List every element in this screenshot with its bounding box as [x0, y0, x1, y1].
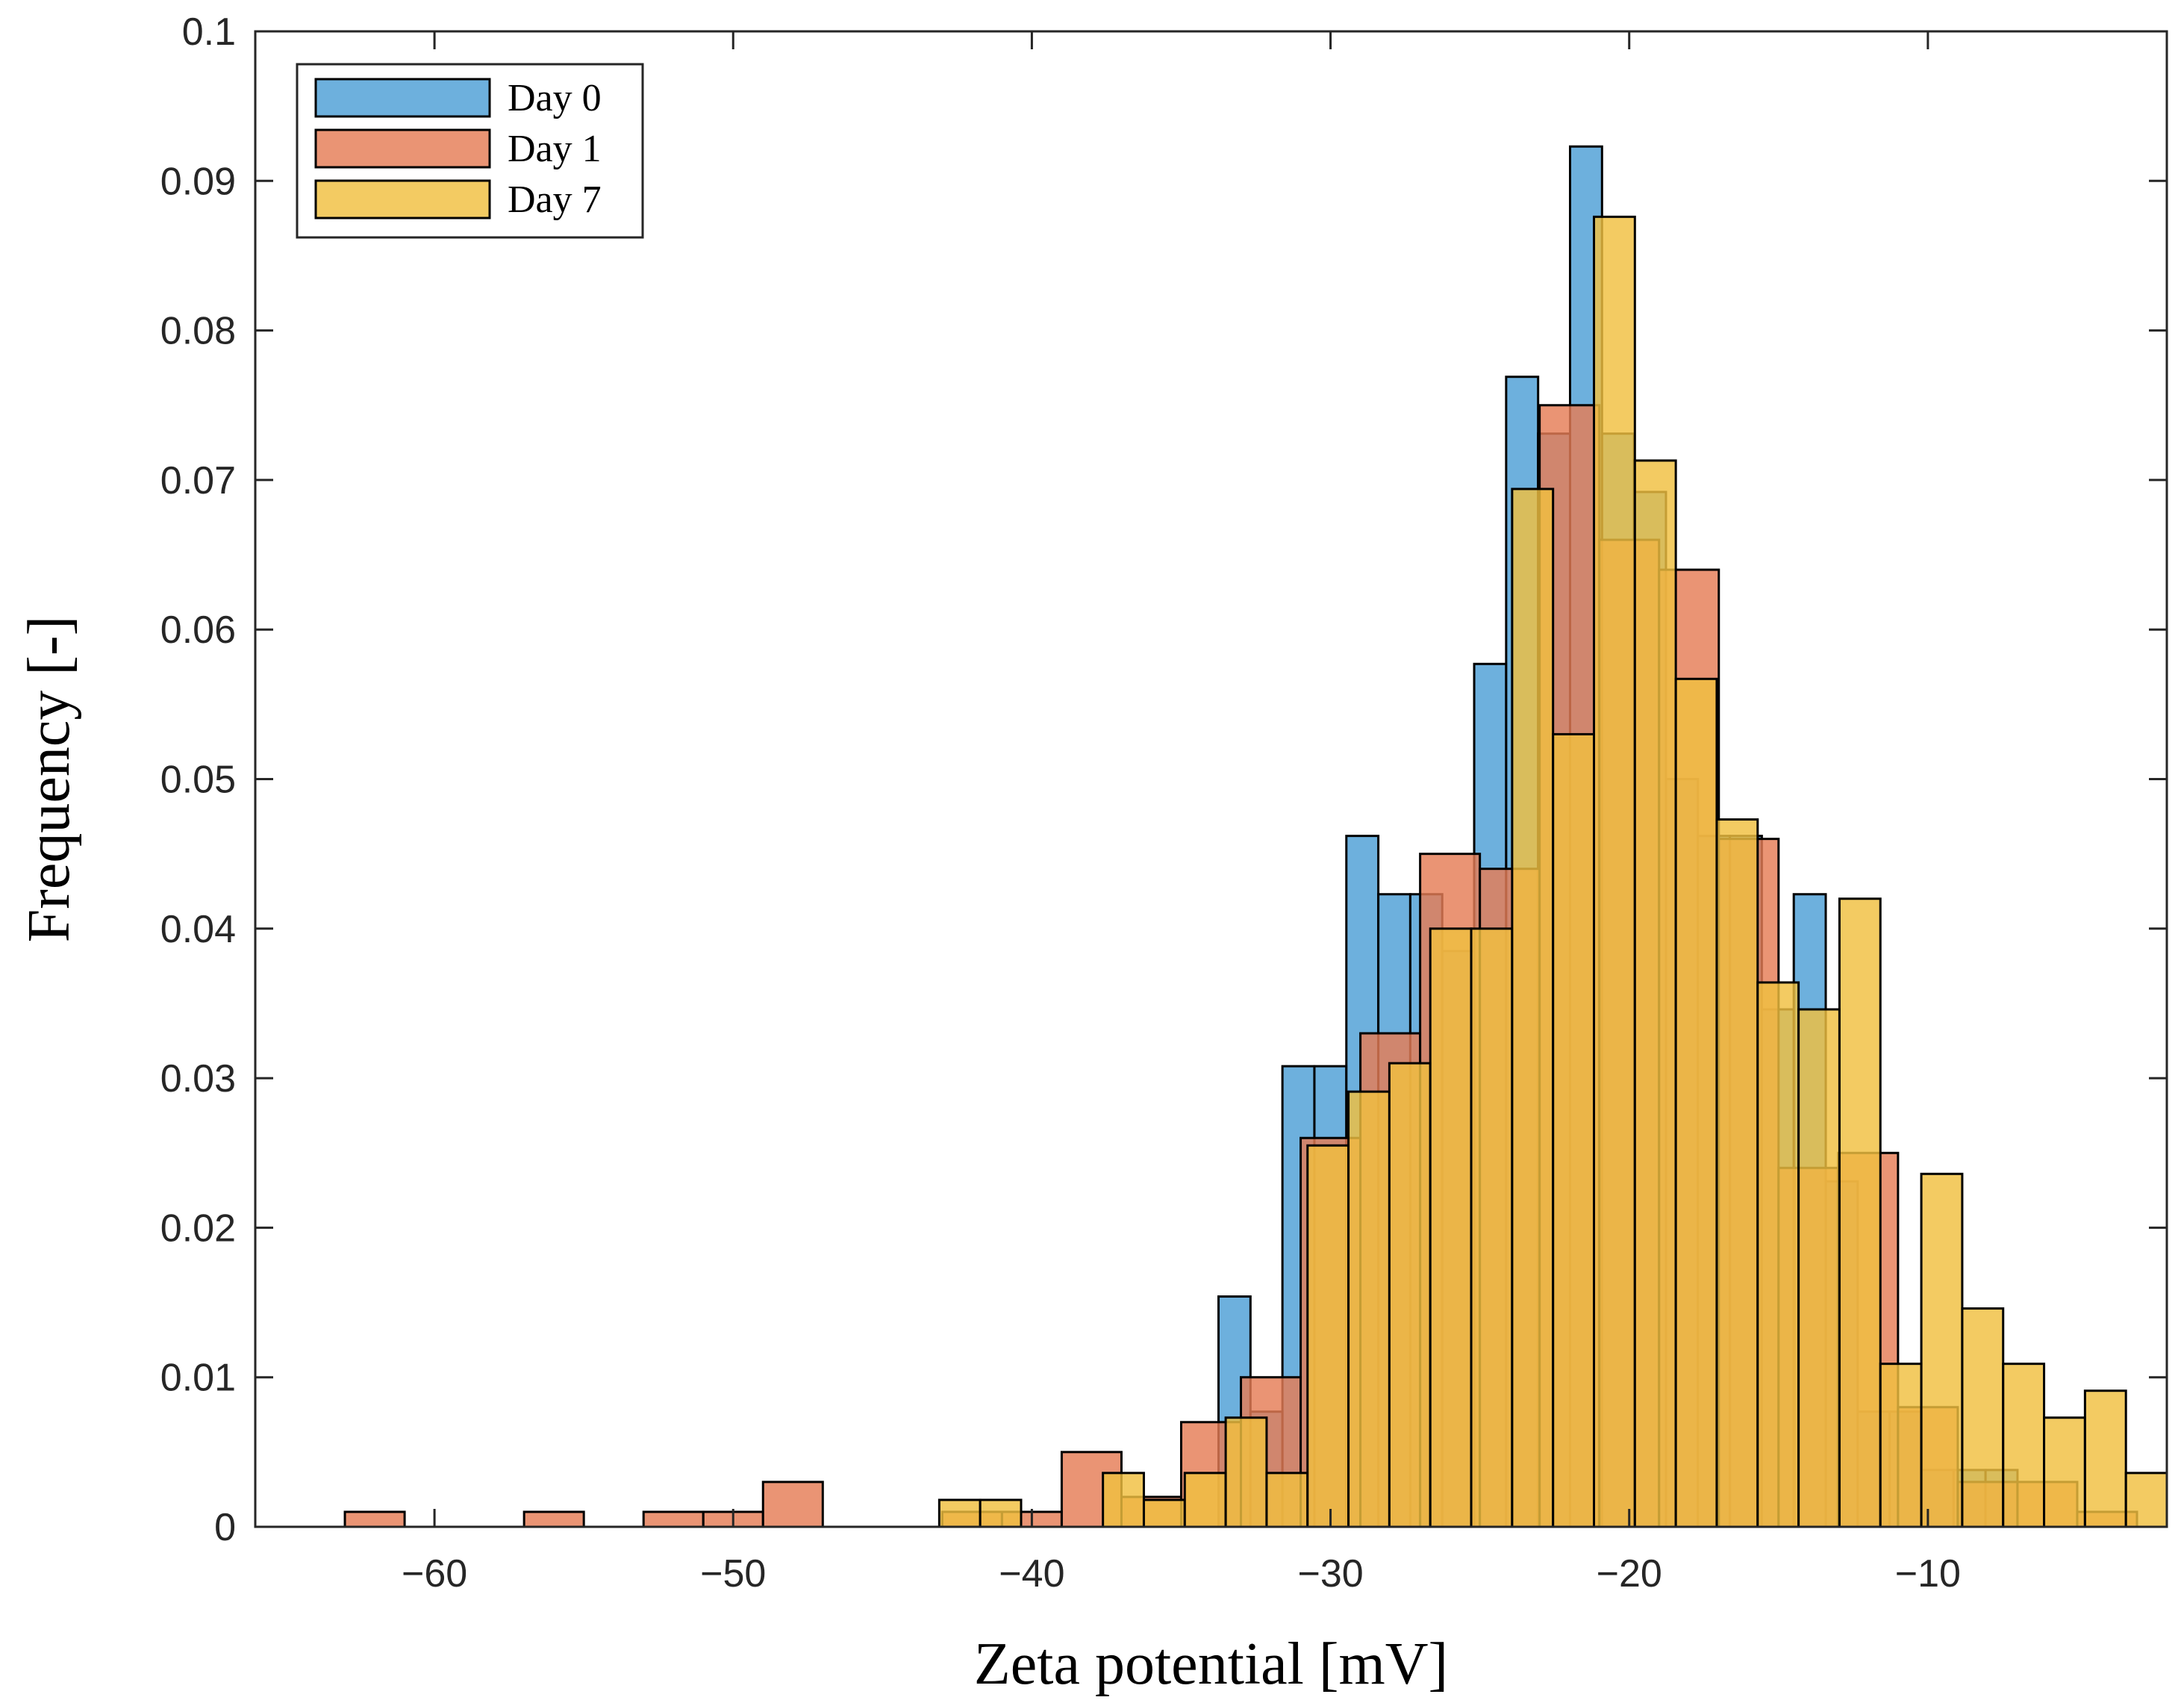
- legend-label: Day 7: [508, 178, 602, 221]
- y-tick-label: 0.09: [160, 160, 236, 203]
- bar-day-7-14: [1593, 215, 1636, 1528]
- y-axis-title: Frequency [-]: [16, 616, 82, 943]
- bar-day-7-0: [937, 1498, 982, 1528]
- bar-day-7-6: [1265, 1472, 1309, 1528]
- y-tick-label: 0.1: [182, 10, 236, 54]
- legend: Day 0 Day 1 Day 7: [296, 63, 644, 239]
- x-tick-label: −60: [402, 1552, 467, 1596]
- bar-day-1-4: [761, 1481, 824, 1528]
- legend-swatch: [314, 128, 491, 169]
- bar-day-1-0: [343, 1510, 406, 1528]
- bar-day-7-12: [1511, 488, 1555, 1528]
- histogram-bars: [343, 145, 2168, 1528]
- bar-day-7-13: [1552, 732, 1596, 1528]
- bar-day-7-26: [2083, 1389, 2127, 1528]
- bar-day-7-10: [1429, 927, 1473, 1528]
- x-tick-label: −40: [999, 1552, 1064, 1596]
- bar-day-7-18: [1756, 981, 1800, 1528]
- legend-label: Day 1: [508, 128, 602, 170]
- x-tick-label: −30: [1297, 1552, 1363, 1596]
- y-tick-label: 0.01: [160, 1357, 236, 1400]
- y-tick-label: 0.08: [160, 310, 236, 353]
- bar-day-7-5: [1224, 1416, 1268, 1528]
- bar-day-7-21: [1879, 1363, 1923, 1528]
- bar-day-1-2: [642, 1510, 705, 1528]
- y-tick-label: 0.04: [160, 908, 236, 951]
- series-day-7: [937, 215, 2168, 1528]
- y-tick-label: 0.07: [160, 459, 236, 502]
- bar-day-7-24: [2002, 1363, 2046, 1528]
- legend-swatch: [314, 78, 491, 118]
- x-tick-label: −10: [1895, 1552, 1961, 1596]
- bar-day-1-1: [522, 1510, 585, 1528]
- bar-day-7-1: [979, 1498, 1023, 1528]
- bar-day-7-20: [1838, 897, 1882, 1528]
- bar-day-7-23: [1961, 1307, 2005, 1528]
- legend-label: Day 0: [508, 77, 602, 119]
- bar-day-7-9: [1388, 1062, 1432, 1528]
- bar-day-7-27: [2124, 1472, 2168, 1528]
- y-tick-label: 0.02: [160, 1207, 236, 1250]
- bar-day-7-17: [1715, 818, 1759, 1528]
- bar-day-7-19: [1797, 1008, 1841, 1528]
- axis-ticks: −60 −50 −40 −30 −20 −10 0 0.01 0.02 0.03 0.04 0.05 0…: [160, 10, 2167, 1596]
- bar-day-7-11: [1470, 927, 1514, 1528]
- bar-day-7-22: [1920, 1172, 1964, 1528]
- x-tick-label: −20: [1597, 1552, 1662, 1596]
- y-tick-label: 0.06: [160, 608, 236, 652]
- y-tick-label: 0: [214, 1506, 236, 1549]
- x-tick-label: −50: [700, 1552, 766, 1596]
- bar-day-7-4: [1183, 1472, 1227, 1528]
- x-axis-title: Zeta potential [mV]: [974, 1631, 1448, 1697]
- bar-day-7-8: [1347, 1090, 1391, 1528]
- y-tick-label: 0.03: [160, 1057, 236, 1101]
- bar-day-7-16: [1674, 677, 1718, 1528]
- bar-day-7-7: [1306, 1144, 1350, 1528]
- bar-day-7-15: [1633, 459, 1677, 1528]
- legend-swatch: [314, 179, 491, 220]
- bar-day-7-25: [2043, 1416, 2086, 1528]
- y-tick-label: 0.05: [160, 759, 236, 802]
- bar-day-7-3: [1142, 1498, 1186, 1528]
- bar-day-7-2: [1102, 1472, 1145, 1528]
